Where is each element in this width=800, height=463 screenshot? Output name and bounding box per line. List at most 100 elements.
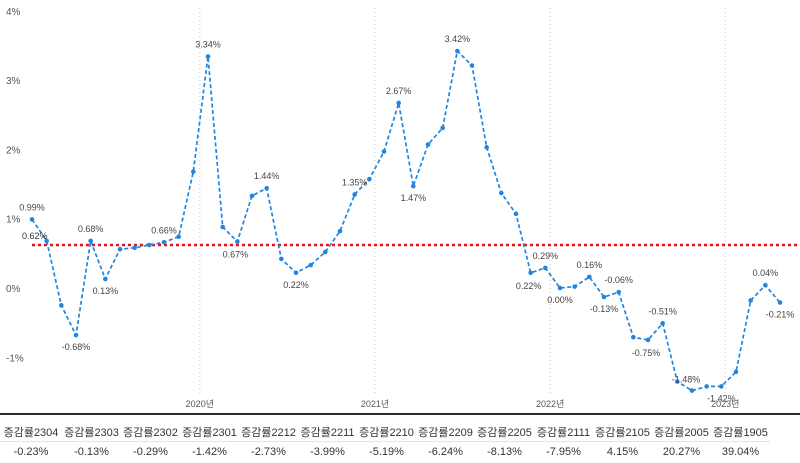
- data-point: [103, 276, 108, 282]
- footer-value: -8.13%: [487, 446, 522, 458]
- data-point: [220, 224, 225, 230]
- footer-value: -1.42%: [192, 446, 227, 458]
- data-label: -0.68%: [62, 342, 91, 352]
- y-tick-label: 4%: [6, 7, 21, 18]
- data-point: [308, 262, 313, 268]
- x-tick-label: 2021년: [361, 399, 389, 409]
- data-label: -0.75%: [632, 348, 661, 358]
- data-point: [396, 100, 401, 106]
- footer-value: 20.27%: [662, 446, 701, 458]
- data-point: [543, 265, 548, 271]
- data-label: -0.06%: [604, 275, 633, 285]
- footer-label: 증감률2005: [654, 427, 709, 439]
- data-point: [587, 274, 592, 280]
- footer-label: 증감률2303: [64, 427, 119, 439]
- data-label: -1.48%: [672, 375, 701, 385]
- footer-value: -0.23%: [13, 446, 49, 458]
- data-label: 0.22%: [283, 280, 309, 290]
- data-label: 0.66%: [151, 225, 177, 235]
- data-point: [763, 282, 768, 288]
- data-point: [191, 169, 196, 174]
- data-label: 0.22%: [516, 281, 542, 291]
- data-point: [161, 239, 167, 245]
- data-point: [59, 303, 64, 308]
- data-label: 0.04%: [753, 268, 779, 278]
- data-point: [572, 284, 577, 289]
- y-tick-label: 3%: [6, 76, 21, 87]
- data-point: [719, 384, 724, 389]
- data-point: [147, 242, 152, 248]
- data-point: [264, 185, 269, 191]
- data-point: [29, 217, 35, 222]
- data-label: -1.42%: [707, 393, 736, 403]
- footer-label: 증감률2304: [3, 427, 59, 439]
- data-label: -0.21%: [766, 310, 795, 320]
- y-axis: 4% 3% 2% 1% 0% -1%: [6, 7, 24, 364]
- data-point: [748, 298, 753, 303]
- data-label: 0.13%: [93, 286, 119, 296]
- footer-value: -5.19%: [369, 446, 404, 458]
- data-point: [176, 234, 181, 240]
- data-point: [44, 238, 49, 244]
- data-point: [132, 245, 137, 251]
- footer-label: 증감률2111: [536, 427, 591, 439]
- data-label: 0.16%: [577, 260, 603, 270]
- data-point: [499, 190, 504, 196]
- data-label: 1.44%: [254, 171, 280, 181]
- data-point: [235, 239, 240, 244]
- data-label: -0.51%: [648, 306, 677, 316]
- data-point: [440, 125, 445, 131]
- average-line-label: 0.62%: [22, 231, 48, 241]
- data-label: 1.35%: [342, 177, 368, 187]
- footer-value: -7.95%: [546, 446, 581, 458]
- footer-value-row: -0.23% -0.13% -0.29% -1.42% -2.73% -3.99% -5.1…: [0, 446, 800, 458]
- data-point: [557, 285, 563, 291]
- x-tick-label: 2023년: [711, 399, 739, 409]
- data-point: [689, 388, 695, 393]
- y-tick-label: 0%: [6, 284, 21, 295]
- data-point: [323, 249, 328, 255]
- data-points: [29, 48, 783, 393]
- footer-label: 증감률2302: [123, 427, 178, 439]
- data-point: [704, 384, 709, 389]
- footer-value: -3.99%: [310, 446, 345, 458]
- data-point: [675, 379, 680, 384]
- data-point: [484, 145, 489, 150]
- data-point: [367, 176, 372, 182]
- data-label: 0.68%: [78, 224, 104, 234]
- data-point: [469, 63, 475, 68]
- footer-row-divider: [0, 441, 770, 442]
- series-line: [31, 49, 781, 392]
- data-point: [279, 256, 284, 262]
- data-point: [205, 54, 211, 59]
- data-point: [777, 300, 783, 305]
- data-point: [293, 270, 299, 276]
- footer-label: 증감률2209: [418, 427, 473, 439]
- data-point: [528, 270, 533, 276]
- footer-label: 증감률2212: [241, 427, 296, 439]
- data-point: [352, 192, 357, 197]
- data-labels: 0.99% -0.68% 0.68% 0.13% 0.66% 3.34% 0.67% 1.44…: [19, 34, 794, 403]
- data-point: [616, 289, 621, 295]
- footer-label: 증감률2210: [359, 427, 414, 439]
- footer-divider: [0, 413, 800, 415]
- footer-value: -2.73%: [251, 446, 286, 458]
- data-point: [117, 246, 123, 252]
- data-point: [249, 193, 255, 199]
- data-label: 0.29%: [533, 251, 559, 261]
- footer-label: 증감률1905: [713, 427, 768, 439]
- footer-value: 39.04%: [721, 446, 760, 458]
- data-label: 1.47%: [401, 193, 427, 203]
- data-point: [645, 337, 651, 343]
- footer-label: 증감률2105: [595, 427, 650, 439]
- data-label: 2.67%: [386, 86, 412, 96]
- y-tick-label: -1%: [6, 353, 24, 364]
- data-point: [631, 334, 636, 340]
- footer-value: -6.24%: [428, 446, 463, 458]
- x-tick-label: 2020년: [186, 399, 214, 409]
- y-tick-label: 1%: [6, 215, 21, 226]
- footer-value: -0.29%: [133, 446, 168, 458]
- footer-value: -0.13%: [74, 446, 109, 458]
- data-label: 0.99%: [19, 202, 45, 212]
- data-point: [337, 228, 343, 234]
